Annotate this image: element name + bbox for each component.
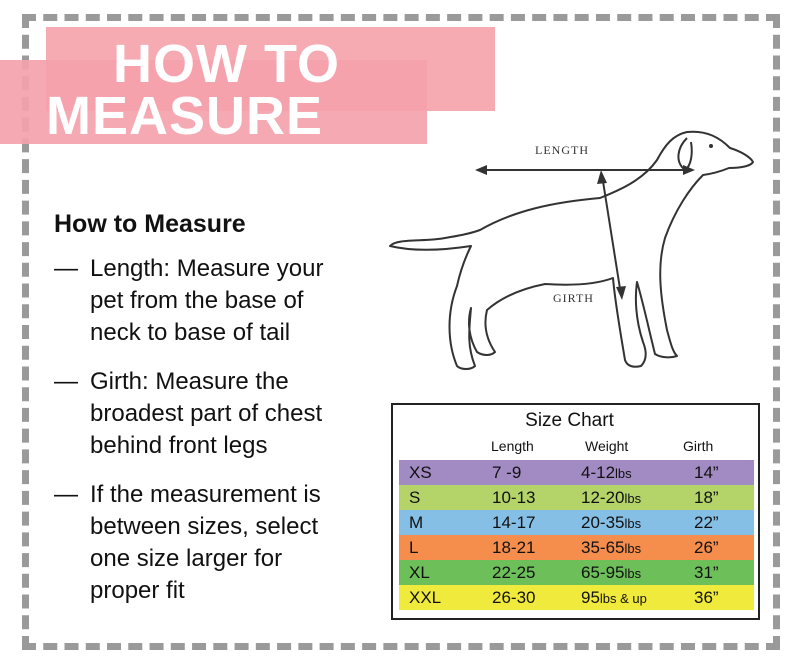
weight-cell: 12-20lbs [581, 488, 642, 507]
length-arrow-left-head [475, 165, 487, 175]
size-cell: XL [409, 563, 430, 582]
instruction-text: If the measurement is between sizes, sel… [90, 481, 321, 604]
size-cell: S [409, 488, 421, 507]
instruction-dash: — [54, 368, 78, 395]
girth-arrow-top-head [597, 170, 607, 184]
size-row-xs: XS 7 -9 4-12lbs 14” [399, 460, 754, 485]
instruction-text: Girth: Measure the broadest part of ches… [90, 368, 323, 459]
size-cell: XXL [409, 588, 442, 607]
instruction-dash: — [54, 481, 78, 508]
length-cell: 7 -9 [492, 463, 522, 482]
girth-cell: 36” [694, 588, 719, 607]
length-label: LENGTH [535, 143, 589, 157]
weight-cell: 20-35lbs [581, 513, 642, 532]
girth-label: GIRTH [553, 291, 594, 305]
size-chart: Size Chart Length Weight Girth XS 7 -9 4… [391, 403, 760, 620]
banner-title-line1: HOW TO [113, 34, 340, 94]
size-row-m: M 14-17 20-35lbs 22” [399, 510, 754, 535]
size-row-s: S 10-13 12-20lbs 18” [399, 485, 754, 510]
girth-arrow-line [601, 174, 622, 296]
header-weight: Weight [585, 438, 629, 454]
dog-eye [709, 144, 713, 148]
instruction-dash: — [54, 255, 78, 282]
dog-outline [389, 130, 754, 370]
banner-background-front [0, 60, 427, 144]
size-cell: L [409, 538, 419, 557]
dashed-frame [22, 14, 780, 650]
weight-cell: 4-12lbs [581, 463, 632, 482]
girth-cell: 26” [694, 538, 719, 557]
weight-cell: 95lbs & up [581, 588, 647, 607]
length-cell: 18-21 [492, 538, 536, 557]
girth-arrow-bottom-head [616, 286, 626, 300]
girth-cell: 14” [694, 463, 719, 482]
length-arrow-right-head [683, 165, 695, 175]
girth-cell: 18” [694, 488, 719, 507]
girth-cell: 31” [694, 563, 719, 582]
size-cell: M [409, 513, 424, 532]
length-cell: 22-25 [492, 563, 536, 582]
length-cell: 26-30 [492, 588, 536, 607]
size-row-xxl: XXL 26-30 95lbs & up 36” [399, 585, 754, 610]
weight-cell: 65-95lbs [581, 563, 642, 582]
weight-cell: 35-65lbs [581, 538, 642, 557]
header-girth: Girth [683, 438, 714, 454]
length-cell: 10-13 [492, 488, 536, 507]
size-row-xl: XL 22-25 65-95lbs 31” [399, 560, 754, 585]
size-chart-title: Size Chart [525, 410, 614, 431]
banner-title-line2: MEASURE [46, 86, 324, 146]
header-length: Length [491, 438, 534, 454]
length-cell: 14-17 [492, 513, 536, 532]
size-cell: XS [409, 463, 432, 482]
size-row-l: L 18-21 35-65lbs 26” [399, 535, 754, 560]
girth-cell: 22” [694, 513, 719, 532]
instruction-text: Length: Measure your pet from the base o… [90, 255, 324, 346]
dog-measurement-diagram: LENGTH GIRTH [389, 130, 754, 370]
section-title: How to Measure [54, 210, 246, 238]
